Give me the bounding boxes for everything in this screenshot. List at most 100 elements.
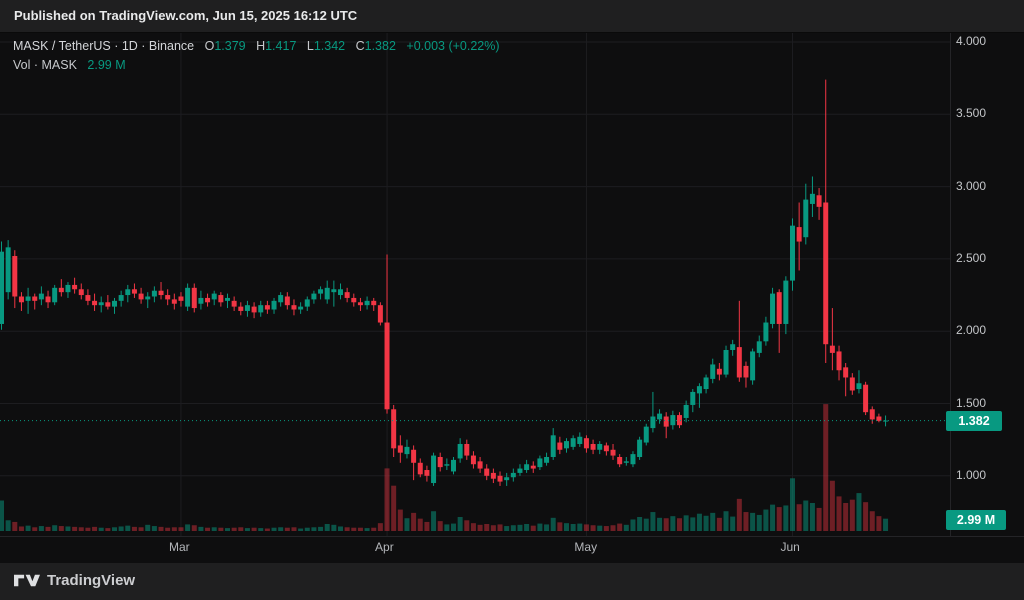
volume-bar [710,512,716,531]
volume-bar [863,502,869,531]
candle-body [703,377,709,390]
candle-body [823,202,829,345]
candlestick-chart[interactable] [0,33,1024,563]
candle-body [185,287,191,307]
volume-bar [763,509,769,531]
candle-body [563,441,569,449]
volume-bar [191,525,197,531]
last-price-badge: 1.382 [946,410,1002,431]
symbol-title[interactable]: MASK / TetherUS · 1D · Binance [13,39,195,53]
volume-bar [843,502,849,531]
candle-body [690,391,696,405]
candle-body [238,306,244,311]
candle-body [444,464,450,466]
volume-bar [171,527,177,531]
volume-bar [72,526,78,531]
volume-bar [98,527,104,531]
candle-body [45,296,51,303]
volume-bar [304,527,310,531]
volume-bar [244,528,250,531]
candle-body [198,297,204,304]
volume-bar [849,499,855,531]
volume-bar [836,496,842,531]
high-value: 1.417 [265,39,297,53]
volume-bar [318,526,324,531]
candle-body [244,305,250,311]
candle-body [716,368,722,375]
candle-body [863,384,869,413]
change-value: +0.003 (+0.22%) [406,39,500,53]
candle-body [138,293,144,300]
volume-bar [570,523,576,531]
volume-bar [324,523,330,531]
volume-bar [437,521,443,531]
candle-body [710,364,716,379]
volume-bar [583,524,589,531]
volume-bar [550,517,556,531]
price-tick-label: 4.000 [956,34,987,48]
volume-bar [251,527,257,531]
volume-bar [145,524,151,531]
candle-body [251,306,257,313]
low-label: L [306,39,314,53]
volume-bar [789,478,795,531]
volume-bar [298,528,304,531]
volume-bar [470,523,476,531]
volume-bar [185,524,191,531]
candle-body [411,449,417,463]
volume-bar [517,524,523,531]
volume-bar [431,511,437,531]
candle-body [331,289,337,293]
volume-bar [384,468,390,531]
candle-body [789,225,795,281]
volume-bar [258,528,264,531]
candle-body [78,289,84,296]
volume-bar [816,507,822,531]
tradingview-logo-icon [14,574,40,587]
volume-bar [630,519,636,531]
volume-bar [623,524,629,531]
candle-body [158,290,164,296]
candle-body [258,305,264,313]
legend-symbol-row[interactable]: MASK / TetherUS · 1D · Binance O1.379 H1… [13,37,500,56]
volume-value: 2.99 M [87,58,126,72]
volume-bar [218,527,224,531]
candle-body [58,287,64,293]
volume-bar [138,527,144,531]
candle-body [424,470,430,476]
open-value: 1.379 [214,39,246,53]
volume-bar [796,504,802,531]
tradingview-brand-link[interactable]: TradingView [14,571,135,590]
month-label-mar: Mar [168,540,190,554]
volume-bar [544,524,550,531]
volume-bar [417,518,423,531]
volume-bar [58,526,64,531]
chart-canvas[interactable]: MASK / TetherUS · 1D · Binance O1.379 H1… [0,33,1024,563]
candle-body [617,457,623,465]
volume-bar [278,527,284,531]
last-volume-badge: 2.99 M [946,510,1006,530]
volume-bar [444,524,450,531]
candle-body [151,290,157,297]
volume-bar [18,526,24,531]
candle-body [271,300,277,310]
candle-body [12,256,18,297]
volume-bar [38,526,44,531]
candle-body [783,280,789,324]
candle-body [869,409,875,420]
volume-bar [205,527,211,531]
candle-body [278,295,284,303]
candle-body [25,296,31,301]
volume-bar [92,526,98,531]
candle-body [98,302,104,306]
month-label-apr: Apr [375,540,394,554]
candle-body [657,413,663,420]
volume-bar [876,516,882,531]
volume-bar [264,528,270,531]
candle-body [743,365,749,378]
volume-bar [357,527,363,531]
candle-body [32,296,38,301]
volume-bar [703,515,709,531]
volume-bar [12,521,18,531]
volume-bar [211,527,217,531]
